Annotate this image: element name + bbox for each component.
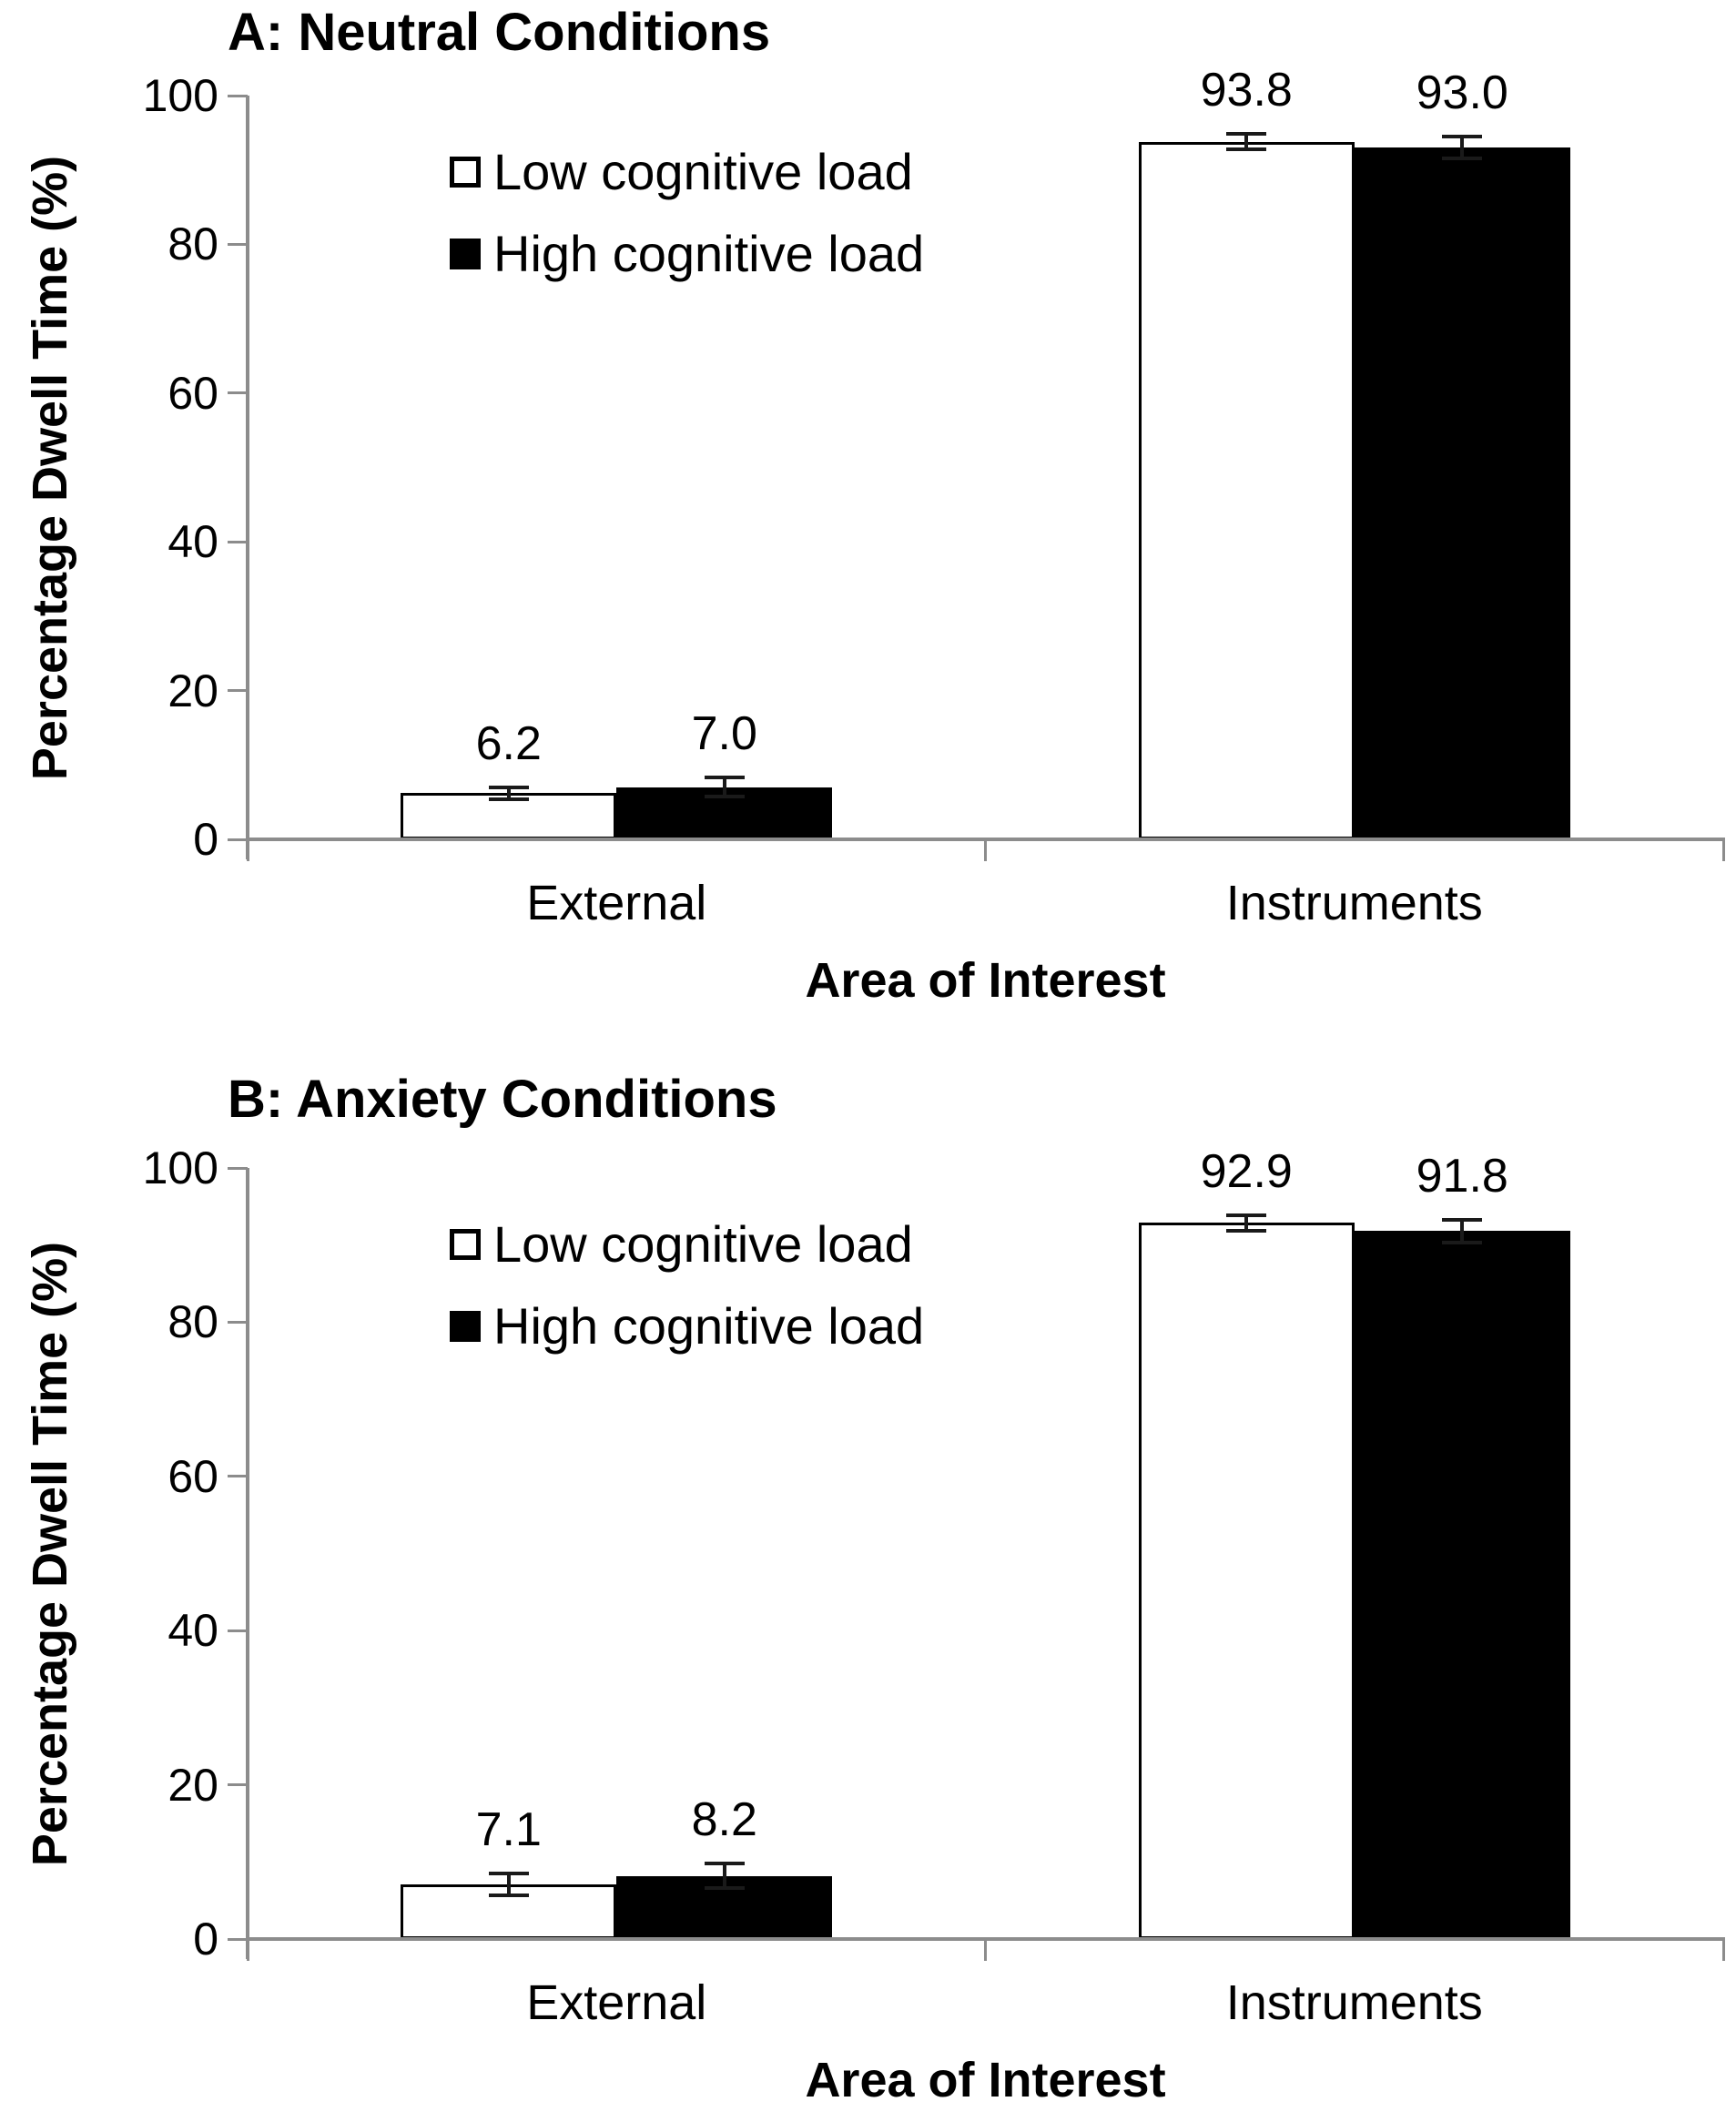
y-tick-label: 80: [168, 1296, 218, 1348]
error-bar-cap-top: [488, 785, 529, 789]
error-bar-stem: [1460, 136, 1465, 159]
category-label: External: [526, 1975, 707, 2030]
legend-item-low: Low cognitive load: [450, 1215, 924, 1274]
legend-label-low: Low cognitive load: [493, 1215, 913, 1273]
value-label: 6.2: [475, 716, 542, 770]
x-boundary-tick: [984, 1939, 987, 1961]
category-label: Instruments: [1225, 876, 1483, 930]
category-label: Instruments: [1225, 1975, 1483, 2030]
y-tick-mark: [228, 1166, 248, 1170]
bar-instruments-low: [1138, 141, 1355, 839]
y-tick-mark: [228, 242, 248, 246]
y-tick-mark: [228, 540, 248, 543]
bar-instruments-low: [1138, 1223, 1355, 1939]
bar-instruments-high: [1354, 1231, 1570, 1939]
value-label: 92.9: [1200, 1144, 1293, 1198]
value-label: 7.0: [691, 707, 757, 761]
y-tick-mark: [228, 1783, 248, 1787]
legend-label-high: High cognitive load: [493, 225, 925, 282]
y-tick-mark: [228, 1937, 248, 1941]
error-bar-cap-top: [704, 776, 745, 780]
error-bar-cap-top: [1226, 132, 1267, 137]
error-bar-cap-bottom: [1442, 157, 1483, 161]
error-bar-cap-bottom: [704, 795, 745, 799]
y-tick-label: 20: [168, 1759, 218, 1811]
error-bar-cap-bottom: [488, 1893, 529, 1897]
y-tick-mark: [228, 689, 248, 693]
x-boundary-tick: [246, 1939, 249, 1961]
error-bar-cap-top: [704, 1861, 745, 1865]
legend-swatch-low-icon: [450, 1229, 481, 1260]
category-label: External: [526, 876, 707, 930]
error-bar-cap-top: [1442, 1217, 1483, 1222]
y-tick-mark: [228, 838, 248, 841]
y-axis-label-box-a: Percentage Dwell Time (%): [0, 96, 100, 839]
y-tick-label: 40: [168, 1605, 218, 1657]
legend-item-high: High cognitive load: [450, 1297, 924, 1355]
x-axis-title-b: Area of Interest: [805, 2053, 1166, 2107]
x-boundary-tick: [1721, 1939, 1725, 1961]
legend-label-low: Low cognitive load: [493, 143, 913, 200]
error-bar-stem: [722, 1863, 726, 1889]
y-axis-label-box-b: Percentage Dwell Time (%): [0, 1168, 100, 1939]
error-bar-cap-bottom: [704, 1886, 745, 1891]
plot-area-a: Low cognitive load High cognitive load 0…: [143, 64, 1725, 930]
panel-a: A: Neutral Conditions Percentage Dwell T…: [0, 3, 1725, 1008]
y-tick-mark: [228, 1629, 248, 1632]
error-bar-cap-bottom: [1226, 1228, 1267, 1233]
error-bar-stem: [1244, 1214, 1249, 1231]
plot-area-b: Low cognitive load High cognitive load 0…: [143, 1145, 1725, 2030]
error-bar-cap-top: [488, 1872, 529, 1875]
y-tick-mark: [228, 1320, 248, 1324]
y-axis-line: [246, 1168, 249, 1959]
legend-swatch-low-icon: [450, 157, 481, 188]
y-tick-mark: [228, 1475, 248, 1478]
error-bar-stem: [722, 777, 726, 797]
y-tick-label: 80: [168, 218, 218, 270]
x-boundary-tick: [1721, 839, 1725, 861]
x-boundary-tick: [984, 839, 987, 861]
y-axis-line: [246, 96, 249, 859]
legend-label-high: High cognitive load: [493, 1297, 925, 1355]
value-label: 91.8: [1416, 1149, 1508, 1203]
error-bar-stem: [1460, 1219, 1465, 1244]
y-tick-label: 0: [193, 814, 218, 865]
error-bar-cap-bottom: [1226, 147, 1267, 151]
panel-a-title: A: Neutral Conditions: [228, 3, 771, 62]
error-bar-stem: [1244, 134, 1249, 149]
x-boundary-tick: [246, 839, 249, 861]
y-tick-label: 0: [193, 1914, 218, 1965]
legend-item-high: High cognitive load: [450, 225, 924, 283]
error-bar-cap-top: [1226, 1213, 1267, 1217]
error-bar-cap-bottom: [1442, 1241, 1483, 1245]
panel-b: B: Anxiety Conditions Percentage Dwell T…: [0, 1061, 1736, 2122]
y-tick-mark: [228, 391, 248, 395]
y-tick-label: 100: [142, 1142, 218, 1193]
value-label: 7.1: [475, 1803, 542, 1856]
error-bar-stem: [506, 1873, 511, 1895]
y-tick-label: 100: [142, 70, 218, 121]
legend-swatch-high-icon: [450, 1311, 481, 1342]
legend-b: Low cognitive load High cognitive load: [450, 1215, 924, 1379]
bar-instruments-high: [1354, 147, 1570, 839]
y-tick-mark: [228, 94, 248, 97]
y-tick-label: 40: [168, 516, 218, 568]
error-bar-cap-bottom: [488, 797, 529, 801]
value-label: 93.0: [1416, 66, 1508, 119]
error-bar-stem: [506, 787, 511, 799]
y-tick-label: 60: [168, 1450, 218, 1502]
value-label: 8.2: [691, 1792, 757, 1846]
value-label: 93.8: [1200, 64, 1293, 117]
x-axis-title-a: Area of Interest: [805, 953, 1166, 1008]
y-tick-label: 20: [168, 665, 218, 716]
legend-a: Low cognitive load High cognitive load: [450, 143, 924, 307]
error-bar-cap-top: [1442, 134, 1483, 138]
panel-b-title: B: Anxiety Conditions: [228, 1070, 777, 1129]
y-tick-label: 60: [168, 367, 218, 419]
legend-item-low: Low cognitive load: [450, 143, 924, 201]
legend-swatch-high-icon: [450, 239, 481, 269]
